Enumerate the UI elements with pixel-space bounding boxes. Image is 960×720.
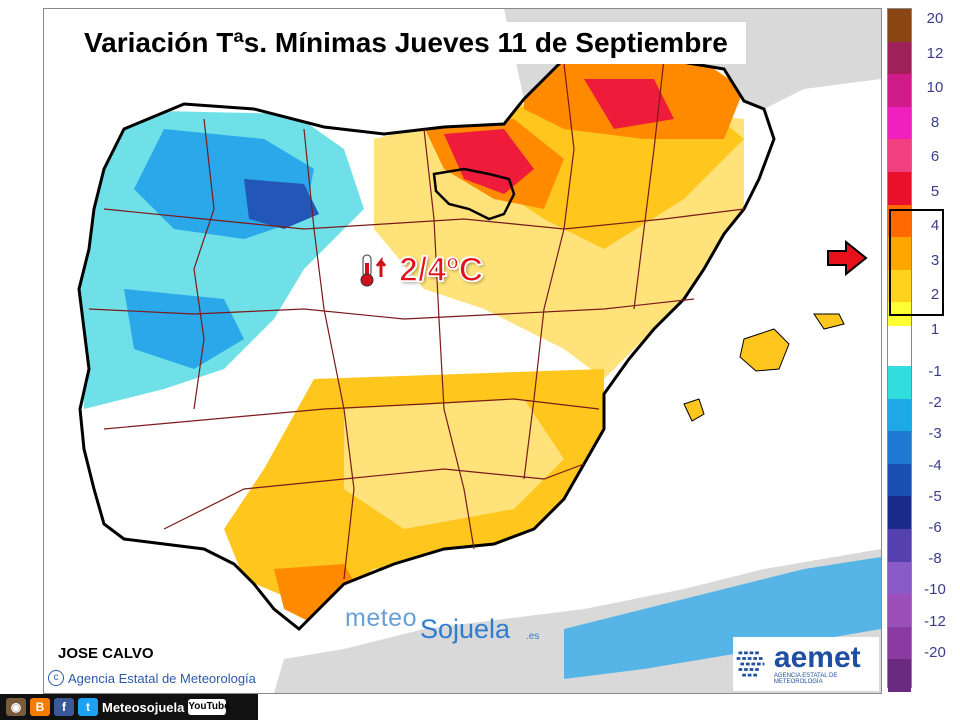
watermark-meteo: meteo — [345, 604, 417, 632]
thermometer-up-icon — [360, 254, 387, 287]
map-frame — [43, 8, 882, 694]
legend-swatch — [888, 74, 911, 107]
legend-swatch — [888, 366, 911, 399]
province-borders — [88, 58, 745, 580]
agency-name: Agencia Estatal de Meteorología — [68, 670, 256, 686]
legend-swatch — [888, 431, 911, 464]
africa-land — [274, 549, 881, 693]
legend-swatch — [888, 269, 911, 303]
legend-label: -4 — [928, 456, 942, 474]
la-rioja-outline — [432, 167, 516, 221]
social-handle: Meteosojuela — [102, 699, 185, 715]
social-bar: ◉ B f t Meteosojuela YouTube — [0, 694, 258, 720]
menorca-island — [813, 313, 845, 330]
legend-label: 2 — [930, 286, 940, 303]
temperature-range-text: 2/4ºC — [398, 250, 484, 290]
legend-label: 20 — [926, 10, 944, 27]
legend-swatch — [888, 561, 911, 595]
map-title: Variación Tªs. Mínimas Jueves 11 de Sept… — [66, 22, 746, 64]
blogger-icon[interactable]: B — [30, 698, 50, 716]
legend-label: 4 — [930, 217, 940, 234]
author-credit: JOSE CALVO — [58, 645, 154, 662]
legend-label: 3 — [930, 251, 940, 269]
watermark-sojuela: Sojuela — [420, 614, 511, 644]
aemet-logo: aemet AGENCIA ESTATAL DE METEOROLOGÍA — [733, 637, 879, 691]
twitter-icon[interactable]: t — [78, 698, 98, 716]
copyright-icon: c — [48, 670, 64, 686]
aemet-name: aemet — [773, 641, 861, 674]
legend-swatch — [888, 496, 911, 529]
legend-label: -6 — [928, 519, 942, 536]
legend-swatch — [888, 139, 911, 172]
red-arrow-icon — [827, 240, 868, 276]
legend-label: 8 — [930, 113, 940, 131]
legend-label: -3 — [928, 425, 942, 443]
legend-swatch — [888, 204, 911, 238]
legend-swatch — [888, 529, 911, 562]
temperature-highlight: 2/4ºC — [357, 250, 484, 290]
iberia-temperature-map — [77, 9, 881, 693]
legend-highlight-box — [889, 209, 944, 316]
legend-swatch — [888, 398, 911, 432]
watermark-tld: .es — [526, 631, 540, 642]
legend-label: 1 — [930, 320, 940, 338]
legend-label: -8 — [928, 550, 942, 568]
legend-swatch — [888, 463, 911, 497]
legend-label: 10 — [926, 79, 944, 96]
legend-swatch — [888, 237, 911, 270]
legend-label: -10 — [924, 581, 946, 599]
legend-swatch — [888, 41, 911, 75]
africa-cold-band — [564, 557, 881, 679]
mallorca-island — [739, 328, 790, 372]
agency-credit: c Agencia Estatal de Meteorología — [48, 670, 256, 686]
youtube-icon[interactable]: YouTube — [188, 699, 230, 715]
legend-label: -2 — [928, 394, 942, 412]
ibiza-island — [683, 398, 705, 422]
legend-label: 5 — [930, 182, 940, 200]
legend-label: -1 — [928, 363, 942, 380]
facebook-icon[interactable]: f — [54, 698, 74, 716]
legend-swatch — [888, 9, 911, 42]
legend-swatch — [888, 626, 911, 660]
legend-label: 12 — [926, 44, 944, 62]
aemet-subtitle: AGENCIA ESTATAL DE METEOROLOGÍA — [773, 673, 838, 685]
legend-swatch — [888, 106, 911, 140]
legend-label: -5 — [928, 487, 942, 505]
legend-swatch — [888, 659, 911, 692]
color-legend — [887, 8, 912, 692]
legend-label: -12 — [924, 612, 946, 630]
legend-label: 6 — [930, 148, 940, 165]
aemet-spiral-icon — [736, 651, 765, 677]
legend-swatch — [888, 594, 911, 627]
legend-label: -20 — [924, 643, 946, 661]
instagram-icon[interactable]: ◉ — [6, 698, 26, 716]
legend-swatch — [888, 172, 911, 205]
